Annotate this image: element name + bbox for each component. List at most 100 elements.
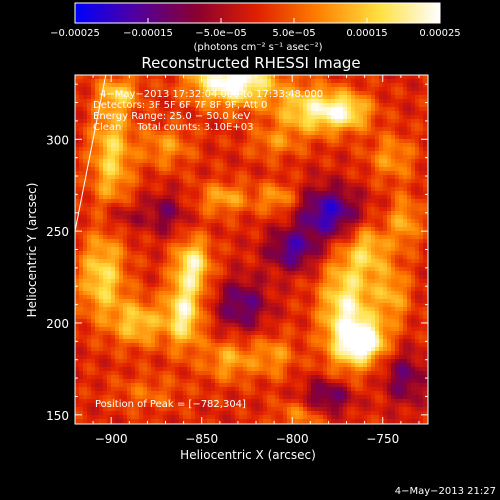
heatmap-cell: [407, 111, 412, 116]
heatmap-cell: [371, 179, 376, 184]
heatmap-cell: [87, 131, 92, 136]
heatmap-cell: [263, 275, 268, 280]
heatmap-cell: [215, 191, 220, 196]
heatmap-cell: [91, 203, 96, 208]
heatmap-cell: [127, 183, 132, 188]
heatmap-cell: [259, 163, 264, 168]
heatmap-cell: [419, 259, 424, 264]
heatmap-cell: [263, 111, 268, 116]
heatmap-cell: [371, 227, 376, 232]
heatmap-cell: [259, 75, 264, 80]
heatmap-cell: [135, 107, 140, 112]
heatmap-cell: [115, 83, 120, 88]
heatmap-cell: [211, 255, 216, 260]
heatmap-cell: [247, 127, 252, 132]
heatmap-cell: [155, 87, 160, 92]
heatmap-cell: [183, 91, 188, 96]
heatmap-cell: [79, 179, 84, 184]
heatmap-cell: [383, 223, 388, 228]
heatmap-cell: [391, 223, 396, 228]
heatmap-cell: [359, 239, 364, 244]
heatmap-cell: [163, 263, 168, 268]
heatmap-cell: [375, 255, 380, 260]
heatmap-cell: [339, 139, 344, 144]
heatmap-cell: [235, 151, 240, 156]
heatmap-cell: [315, 195, 320, 200]
heatmap-cell: [351, 239, 356, 244]
heatmap-cell: [291, 75, 296, 80]
heatmap-cell: [171, 99, 176, 104]
heatmap-cell: [331, 255, 336, 260]
heatmap-cell: [415, 119, 420, 124]
heatmap-cell: [215, 243, 220, 248]
heatmap-cell: [383, 207, 388, 212]
heatmap-cell: [187, 167, 192, 172]
heatmap-cell: [275, 183, 280, 188]
heatmap-cell: [327, 79, 332, 84]
heatmap-cell: [311, 211, 316, 216]
heatmap-cell: [195, 259, 200, 264]
heatmap-cell: [235, 159, 240, 164]
heatmap-cell: [183, 207, 188, 212]
heatmap-cell: [347, 159, 352, 164]
heatmap-cell: [303, 127, 308, 132]
heatmap-cell: [219, 115, 224, 120]
heatmap-cell: [195, 171, 200, 176]
heatmap-cell: [103, 195, 108, 200]
heatmap-cell: [111, 263, 116, 268]
heatmap-cell: [379, 287, 384, 292]
heatmap-cell: [135, 291, 140, 296]
heatmap-cell: [243, 207, 248, 212]
heatmap-cell: [299, 107, 304, 112]
heatmap-cell: [183, 287, 188, 292]
heatmap-cell: [143, 143, 148, 148]
heatmap-cell: [391, 131, 396, 136]
heatmap-cell: [407, 127, 412, 132]
heatmap-cell: [135, 203, 140, 208]
heatmap-cell: [347, 239, 352, 244]
heatmap-cell: [227, 107, 232, 112]
heatmap-cell: [131, 255, 136, 260]
heatmap-cell: [279, 223, 284, 228]
heatmap-cell: [407, 259, 412, 264]
heatmap-cell: [407, 195, 412, 200]
heatmap-cell: [283, 283, 288, 288]
heatmap-cell: [355, 275, 360, 280]
heatmap-cell: [395, 251, 400, 256]
heatmap-cell: [359, 139, 364, 144]
heatmap-cell: [279, 195, 284, 200]
heatmap-cell: [335, 83, 340, 88]
heatmap-cell: [355, 267, 360, 272]
heatmap-cell: [259, 107, 264, 112]
heatmap-cell: [199, 103, 204, 108]
heatmap-cell: [367, 259, 372, 264]
heatmap-cell: [103, 227, 108, 232]
heatmap-cell: [207, 295, 212, 300]
heatmap-cell: [163, 131, 168, 136]
heatmap-cell: [295, 191, 300, 196]
heatmap-cell: [127, 227, 132, 232]
heatmap-cell: [259, 219, 264, 224]
heatmap-cell: [203, 263, 208, 268]
heatmap-cell: [255, 159, 260, 164]
heatmap-cell: [159, 79, 164, 84]
heatmap-cell: [319, 275, 324, 280]
heatmap-cell: [207, 263, 212, 268]
heatmap-cell: [123, 159, 128, 164]
heatmap-cell: [119, 263, 124, 268]
heatmap-cell: [251, 291, 256, 296]
heatmap-cell: [379, 219, 384, 224]
heatmap-cell: [411, 183, 416, 188]
heatmap-cell: [103, 111, 108, 116]
heatmap-cell: [227, 231, 232, 236]
heatmap-cell: [303, 275, 308, 280]
heatmap-cell: [195, 199, 200, 204]
heatmap-cell: [199, 75, 204, 80]
heatmap-cell: [231, 195, 236, 200]
heatmap-cell: [87, 167, 92, 172]
heatmap-cell: [119, 195, 124, 200]
heatmap-cell: [279, 87, 284, 92]
heatmap-cell: [119, 271, 124, 276]
heatmap-cell: [411, 195, 416, 200]
heatmap-cell: [423, 111, 428, 116]
